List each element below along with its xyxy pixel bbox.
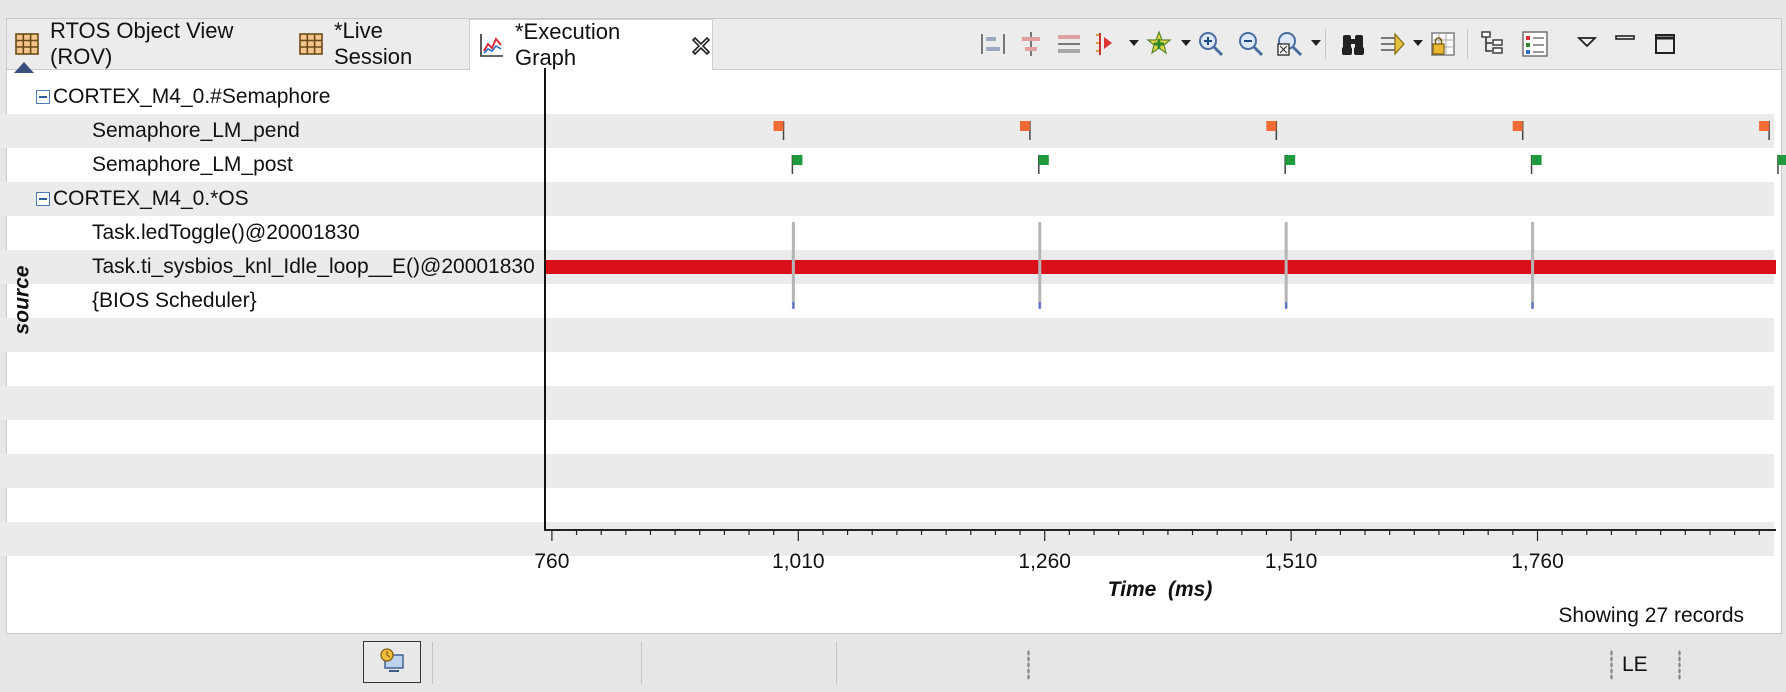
status-grip: [1610, 650, 1613, 680]
row-label: CORTEX_M4_0.#Semaphore: [53, 85, 331, 108]
zoom-out-icon[interactable]: [1233, 25, 1269, 63]
post-flag: [1038, 155, 1049, 165]
records-count: Showing 27 records: [1558, 604, 1744, 627]
status-grip: [1678, 650, 1681, 680]
post-flag: [1285, 155, 1296, 165]
post-flag: [1777, 155, 1786, 165]
row-semaphore-post[interactable]: Semaphore_LM_post: [0, 148, 1774, 182]
chevron-down-icon[interactable]: [1311, 40, 1321, 46]
table-icon: [297, 30, 325, 58]
row-empty: [0, 386, 1774, 420]
sync-icon[interactable]: [1375, 25, 1411, 63]
x-tick-label: 1,760: [1511, 550, 1564, 573]
row-semaphore-pend[interactable]: Semaphore_LM_pend: [0, 114, 1774, 148]
add-measurement-icon[interactable]: [1141, 25, 1177, 63]
tree-icon[interactable]: [1475, 25, 1511, 63]
table-icon: [13, 30, 41, 58]
tab-rtos-object-view[interactable]: RTOS Object View (ROV): [13, 18, 293, 69]
post-flag: [792, 155, 803, 165]
align-left-icon[interactable]: [975, 25, 1011, 63]
x-axis: [544, 529, 1776, 531]
top-strip: [0, 0, 1786, 14]
tab-label: *Execution Graph: [515, 19, 621, 70]
tab-live-session[interactable]: *Live Session: [297, 18, 467, 69]
status-button[interactable]: [363, 641, 421, 683]
collapse-icon[interactable]: [36, 90, 50, 104]
row-empty: [0, 522, 1774, 556]
pend-flag: [1266, 121, 1277, 131]
tab-label: *Live Session: [334, 18, 413, 69]
align-distribute-icon[interactable]: [1051, 25, 1087, 63]
status-mode: LE: [1622, 653, 1648, 676]
x-tick-label: 1,010: [772, 550, 825, 573]
x-tick-label: 1,260: [1018, 550, 1071, 573]
status-bar: [0, 636, 1786, 692]
tab-bar: RTOS Object View (ROV) *Live Session *Ex…: [7, 18, 1781, 70]
find-icon[interactable]: [1335, 25, 1371, 63]
plot-left-axis: [544, 68, 546, 530]
marker-icon[interactable]: [1089, 25, 1125, 63]
zoom-fit-icon[interactable]: [1271, 25, 1307, 63]
row-semaphore-group: CORTEX_M4_0.#Semaphore: [0, 80, 1774, 114]
chevron-down-icon[interactable]: [1181, 40, 1191, 46]
chevron-down-icon[interactable]: [1413, 40, 1423, 46]
row-task-ledtoggle[interactable]: Task.ledToggle()@20001830: [0, 216, 1774, 250]
row-label: Task.ledToggle()@20001830: [92, 221, 360, 244]
row-label: {BIOS Scheduler}: [92, 289, 257, 312]
view-menu-icon[interactable]: [1569, 25, 1605, 63]
pend-flag: [1512, 121, 1523, 131]
close-icon[interactable]: [690, 34, 712, 56]
status-separator: [641, 642, 642, 684]
zoom-in-icon[interactable]: [1193, 25, 1229, 63]
pend-flag: [1759, 121, 1770, 131]
row-label: Task.ti_sysbios_knl_Idle_loop__E()@20001…: [92, 255, 535, 278]
tab-label: RTOS Object View (ROV): [50, 18, 234, 69]
debug-session-icon: [377, 645, 407, 680]
toolbar-separator: [1325, 29, 1326, 59]
minimize-icon[interactable]: [1607, 25, 1643, 63]
row-empty: [0, 454, 1774, 488]
status-separator: [432, 642, 433, 684]
collapse-icon[interactable]: [36, 192, 50, 206]
toolbar-separator: [1467, 29, 1468, 59]
row-bios-scheduler[interactable]: {BIOS Scheduler}: [0, 284, 1774, 318]
idle-task-bar: [546, 260, 1776, 274]
pend-flag: [773, 121, 784, 131]
align-center-icon[interactable]: [1013, 25, 1049, 63]
row-label: Semaphore_LM_pend: [92, 119, 300, 142]
x-tick-label: 1,510: [1264, 550, 1318, 573]
x-axis-label: Time (ms): [1107, 578, 1213, 601]
row-label: CORTEX_M4_0.*OS: [53, 187, 249, 210]
legend-icon[interactable]: [1517, 25, 1553, 63]
status-separator: [836, 642, 837, 684]
row-empty: [0, 318, 1774, 352]
pend-flag: [1019, 121, 1030, 131]
row-label: Semaphore_LM_post: [92, 153, 293, 176]
x-tick-label: 760: [534, 550, 570, 573]
chevron-down-icon[interactable]: [1129, 40, 1139, 46]
row-os-group: CORTEX_M4_0.*OS: [0, 182, 1774, 216]
lock-icon[interactable]: [1425, 25, 1461, 63]
tab-execution-graph[interactable]: *Execution Graph: [469, 19, 713, 70]
post-flag: [1531, 155, 1542, 165]
status-grip: [1027, 650, 1030, 680]
graph-icon: [478, 31, 506, 59]
maximize-icon[interactable]: [1647, 25, 1683, 63]
scroll-up-arrow-icon[interactable]: [14, 62, 34, 73]
